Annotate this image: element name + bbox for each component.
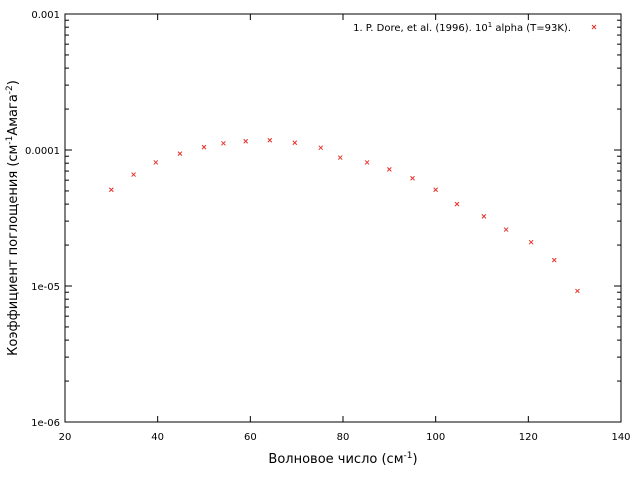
data-point — [481, 214, 487, 219]
legend-marker — [591, 24, 597, 30]
data-point — [153, 160, 159, 165]
data-point — [201, 144, 207, 150]
x-tick-label: 80 — [337, 432, 350, 443]
y-tick-label: 1e-06 — [31, 418, 60, 429]
data-point — [243, 138, 249, 144]
data-point — [318, 145, 324, 151]
data-point — [221, 140, 226, 146]
data-point — [433, 187, 439, 193]
data-points — [108, 137, 580, 294]
data-point — [337, 155, 343, 160]
plot-frame — [64, 13, 622, 423]
data-point — [503, 227, 509, 232]
x-axis: 20 40 60 80 100 120 140 — [59, 14, 631, 443]
x-axis-label: Волновое число (см-1) — [268, 451, 417, 467]
data-point — [454, 201, 460, 207]
data-point — [551, 257, 557, 263]
data-point — [364, 160, 370, 165]
data-point — [292, 140, 298, 146]
data-point — [108, 187, 114, 193]
data-point — [528, 239, 534, 245]
data-point — [410, 175, 415, 181]
legend-marker-symbol — [591, 24, 597, 30]
x-tick-label: 60 — [244, 432, 257, 443]
data-point — [177, 151, 183, 157]
x-tick-label: 40 — [151, 432, 164, 443]
x-tick-label: 140 — [611, 432, 630, 443]
data-point — [575, 288, 580, 294]
x-tick-label: 120 — [519, 432, 538, 443]
x-tick-label: 20 — [59, 432, 72, 443]
y-axis: 1e-06 1e-05 0.0001 0.001 — [25, 10, 621, 429]
legend-label: 1. P. Dore, et al. (1996). 101 alpha (T=… — [353, 21, 571, 34]
y-axis-label: Коэффициент поглощения (см-1Амага-2) — [5, 80, 21, 356]
data-point — [131, 172, 136, 177]
y-tick-label: 0.0001 — [25, 146, 60, 157]
y-tick-label: 0.001 — [31, 10, 60, 21]
data-point — [267, 137, 273, 143]
data-point — [386, 167, 392, 172]
legend: 1. P. Dore, et al. (1996). 101 alpha (T=… — [353, 21, 597, 34]
x-tick-label: 100 — [426, 432, 445, 443]
y-tick-label: 1e-05 — [31, 282, 60, 293]
